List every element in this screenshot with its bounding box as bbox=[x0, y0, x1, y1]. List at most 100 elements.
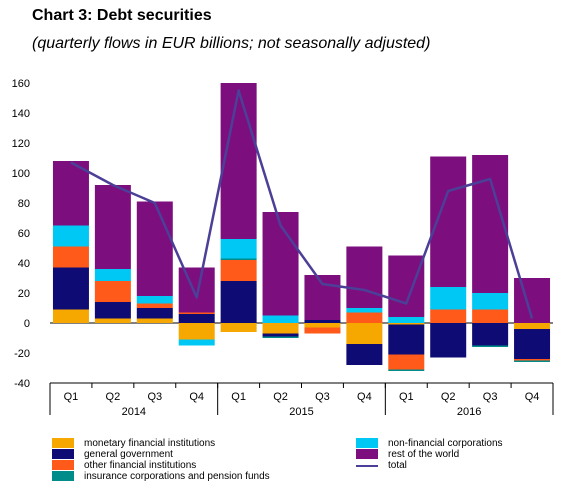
x-category-label: Q1 bbox=[64, 391, 79, 403]
chart-title: Chart 3: Debt securities bbox=[32, 7, 212, 24]
bar-segment-other-financial-institutions bbox=[52, 246, 89, 268]
x-category-label: Q3 bbox=[483, 391, 498, 403]
legend-line-swatch bbox=[356, 465, 378, 467]
x-year-label: 2014 bbox=[122, 406, 146, 418]
bar-segment-non-financial-corporations bbox=[472, 293, 509, 310]
bar-segment-monetary-financial-institutions bbox=[52, 309, 89, 323]
bar-segment-rest-of-the-world bbox=[52, 161, 89, 226]
x-year-label: 2016 bbox=[457, 406, 481, 418]
legend-label: insurance corporations and pension funds bbox=[84, 471, 270, 482]
x-category-label: Q4 bbox=[525, 391, 540, 403]
bar-segment-general-government bbox=[178, 314, 215, 323]
bar-segment-rest-of-the-world bbox=[262, 212, 299, 316]
legend-swatch bbox=[52, 460, 74, 470]
bar-segment-other-financial-institutions bbox=[388, 354, 425, 370]
y-tick-label: 60 bbox=[18, 228, 30, 240]
bar-segment-other-financial-institutions bbox=[346, 312, 383, 323]
bar-segment-non-financial-corporations bbox=[52, 225, 89, 247]
bar-segment-monetary-financial-institutions bbox=[94, 318, 131, 323]
bar-segment-rest-of-the-world bbox=[304, 275, 341, 320]
y-tick-label: 20 bbox=[18, 288, 30, 300]
bar-segment-general-government bbox=[388, 324, 425, 355]
bar-segment-non-financial-corporations bbox=[220, 239, 257, 259]
bar-segment-non-financial-corporations bbox=[178, 339, 215, 346]
bar-segment-insurance-corporations-and-pension-funds bbox=[262, 336, 299, 338]
bar-segment-monetary-financial-institutions bbox=[346, 323, 383, 344]
bar-segment-general-government bbox=[136, 308, 173, 319]
bar-segment-rest-of-the-world bbox=[178, 267, 215, 313]
bar-segment-general-government bbox=[52, 267, 89, 310]
x-category-label: Q4 bbox=[357, 391, 372, 403]
y-tick-label: 160 bbox=[12, 78, 30, 90]
y-tick-label: 80 bbox=[18, 198, 30, 210]
legend-label: other financial institutions bbox=[84, 460, 197, 471]
x-year-label: 2015 bbox=[289, 406, 313, 418]
y-tick-label: 0 bbox=[24, 318, 30, 330]
bar-segment-rest-of-the-world bbox=[346, 246, 383, 308]
x-category-label: Q2 bbox=[441, 391, 456, 403]
bar-segment-other-financial-institutions bbox=[94, 281, 131, 302]
bar-segment-general-government bbox=[346, 344, 383, 365]
x-category-label: Q2 bbox=[106, 391, 121, 403]
bar-segment-other-financial-institutions bbox=[514, 359, 551, 361]
bar-segment-monetary-financial-institutions bbox=[304, 323, 341, 328]
legend-label: total bbox=[388, 460, 407, 471]
y-tick-label: 140 bbox=[12, 108, 30, 120]
bar-segment-non-financial-corporations bbox=[346, 308, 383, 313]
bar-segment-other-financial-institutions bbox=[430, 309, 467, 323]
bar-segment-insurance-corporations-and-pension-funds bbox=[220, 258, 257, 260]
legend-label: rest of the world bbox=[388, 449, 460, 460]
bar-segment-rest-of-the-world bbox=[220, 83, 257, 239]
y-tick-label: 40 bbox=[18, 258, 30, 270]
bar-segment-non-financial-corporations bbox=[388, 317, 425, 323]
bar-segment-monetary-financial-institutions bbox=[178, 323, 215, 340]
bar-segment-monetary-financial-institutions bbox=[136, 318, 173, 323]
bar-segment-insurance-corporations-and-pension-funds bbox=[472, 345, 509, 347]
bar-segment-other-financial-institutions bbox=[178, 312, 215, 314]
bar-segment-other-financial-institutions bbox=[220, 260, 257, 281]
x-category-label: Q1 bbox=[399, 391, 414, 403]
bar-segment-monetary-financial-institutions bbox=[514, 323, 551, 329]
total-line bbox=[70, 89, 534, 319]
bar-segment-monetary-financial-institutions bbox=[220, 323, 257, 332]
legend-swatch bbox=[356, 449, 378, 459]
bar-segment-rest-of-the-world bbox=[136, 201, 173, 296]
bar-segment-rest-of-the-world bbox=[94, 185, 131, 269]
bar-segment-non-financial-corporations bbox=[94, 269, 131, 281]
bar-segment-rest-of-the-world bbox=[388, 255, 425, 317]
bar-segment-general-government bbox=[514, 329, 551, 359]
bar-segment-other-financial-institutions bbox=[472, 309, 509, 323]
bar-segment-other-financial-institutions bbox=[304, 327, 341, 334]
legend-swatch bbox=[356, 438, 378, 448]
y-tick-label: 120 bbox=[12, 138, 30, 150]
bar-segment-general-government bbox=[430, 323, 467, 358]
legend-swatch bbox=[52, 471, 74, 481]
bar-segment-non-financial-corporations bbox=[262, 315, 299, 323]
x-category-label: Q4 bbox=[189, 391, 204, 403]
legend-label: monetary financial institutions bbox=[84, 438, 216, 449]
y-tick-label: -20 bbox=[14, 348, 30, 360]
legend-swatch bbox=[52, 438, 74, 448]
x-category-label: Q1 bbox=[231, 391, 246, 403]
legend-label: general government bbox=[84, 449, 173, 460]
bar-segment-insurance-corporations-and-pension-funds bbox=[514, 360, 551, 362]
bar-segment-general-government bbox=[472, 323, 509, 346]
bar-segment-monetary-financial-institutions bbox=[262, 323, 299, 334]
bar-segment-insurance-corporations-and-pension-funds bbox=[388, 369, 425, 371]
bar-segment-general-government bbox=[94, 302, 131, 319]
bar-segment-general-government bbox=[220, 281, 257, 323]
x-category-label: Q3 bbox=[147, 391, 162, 403]
x-category-label: Q3 bbox=[315, 391, 330, 403]
bar-segment-non-financial-corporations bbox=[430, 287, 467, 310]
y-tick-label: -40 bbox=[14, 378, 30, 390]
legend-swatch bbox=[52, 449, 74, 459]
bar-segment-monetary-financial-institutions bbox=[388, 323, 425, 325]
debt-securities-chart: -40 -20 0 20 40 60 80 100 120 140 160 Q1 Q2 Q3 Q4 Q1 Q2 Q… bbox=[12, 78, 554, 418]
legend-label: non-financial corporations bbox=[388, 438, 503, 449]
bar-segment-non-financial-corporations bbox=[136, 296, 173, 304]
chart-subtitle: (quarterly flows in EUR billions; not se… bbox=[32, 35, 431, 52]
bar-segment-general-government bbox=[262, 333, 299, 337]
x-category-label: Q2 bbox=[273, 391, 288, 403]
bar-segment-general-government bbox=[304, 320, 341, 323]
bar-segment-other-financial-institutions bbox=[136, 303, 173, 308]
